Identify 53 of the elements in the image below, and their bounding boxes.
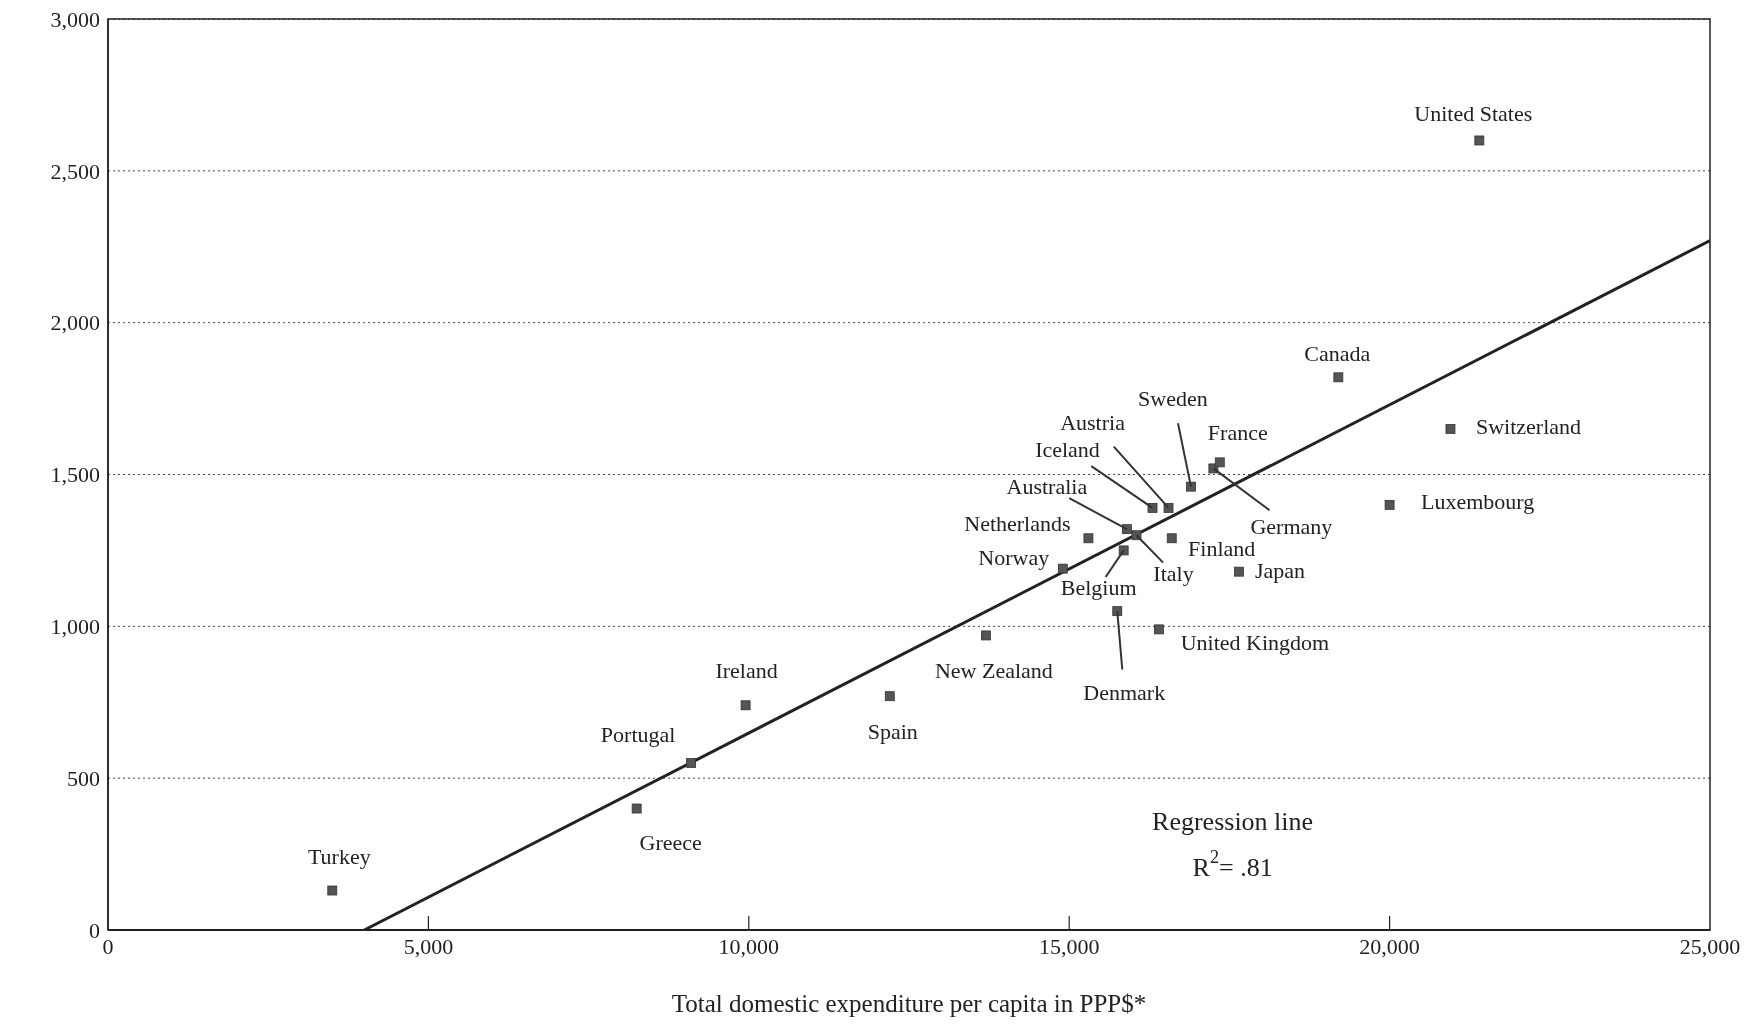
annotation: Canada xyxy=(1304,340,1371,366)
annotation: Australia xyxy=(1006,473,1088,499)
x-tick-label: 20,000 xyxy=(1359,934,1420,959)
x-tick-label: 25,000 xyxy=(1679,934,1741,959)
y-tick-label: 2,000 xyxy=(50,310,100,336)
x-tick-label: 5,000 xyxy=(403,934,454,959)
annotation: Norway xyxy=(978,545,1050,571)
annotation: Japan xyxy=(1254,558,1306,584)
annotation: Belgium xyxy=(1060,574,1137,600)
annotation: Spain xyxy=(867,718,918,744)
annotation: Luxembourg xyxy=(1420,489,1535,515)
point xyxy=(1214,457,1225,468)
point xyxy=(1445,424,1456,434)
point xyxy=(1384,499,1395,510)
point xyxy=(981,630,991,641)
y-tick-label: 1,000 xyxy=(50,614,100,640)
x-axis-title: Total domestic expenditure per capita in PPP$* xyxy=(671,990,1147,1017)
annotation: Greece xyxy=(639,830,702,856)
annotation: United States xyxy=(1414,100,1533,126)
x-tick-label: 10,000 xyxy=(718,934,780,959)
point xyxy=(1166,533,1177,544)
point xyxy=(1083,533,1094,544)
y-tick-label: 2,500 xyxy=(50,158,100,184)
annotation: Sweden xyxy=(1138,386,1208,412)
annotation: Iceland xyxy=(1035,437,1100,463)
point xyxy=(1154,624,1164,635)
annotation: Switzerland xyxy=(1475,414,1582,440)
annotation: United Kingdom xyxy=(1180,629,1330,655)
annotation: France xyxy=(1207,419,1268,445)
y-tick-label: 500 xyxy=(67,765,100,791)
point xyxy=(686,758,697,768)
y-tick-label: 3,000 xyxy=(50,6,100,32)
annotation: New Zealand xyxy=(934,657,1053,683)
annotation: Austria xyxy=(1060,410,1126,436)
y-tick-label: 1,500 xyxy=(50,462,100,488)
point xyxy=(740,700,751,711)
annotation: Portugal xyxy=(600,722,676,748)
annotation: Italy xyxy=(1153,560,1194,586)
annotation: Regression line xyxy=(1152,806,1314,836)
annotation: Denmark xyxy=(1083,679,1166,705)
point xyxy=(327,885,338,896)
annotation: Turkey xyxy=(307,844,371,870)
y-tick-label: 0 xyxy=(89,917,100,943)
x-tick-label: 15,000 xyxy=(1038,934,1100,959)
point xyxy=(631,803,642,814)
annotation: R$^{2}$= .81 xyxy=(1192,846,1273,882)
point xyxy=(1057,563,1068,574)
point xyxy=(1234,566,1244,577)
point xyxy=(1333,372,1344,383)
annotation: Ireland xyxy=(715,657,778,683)
annotation: Netherlands xyxy=(964,510,1071,536)
point xyxy=(1474,135,1485,146)
point xyxy=(884,691,895,702)
